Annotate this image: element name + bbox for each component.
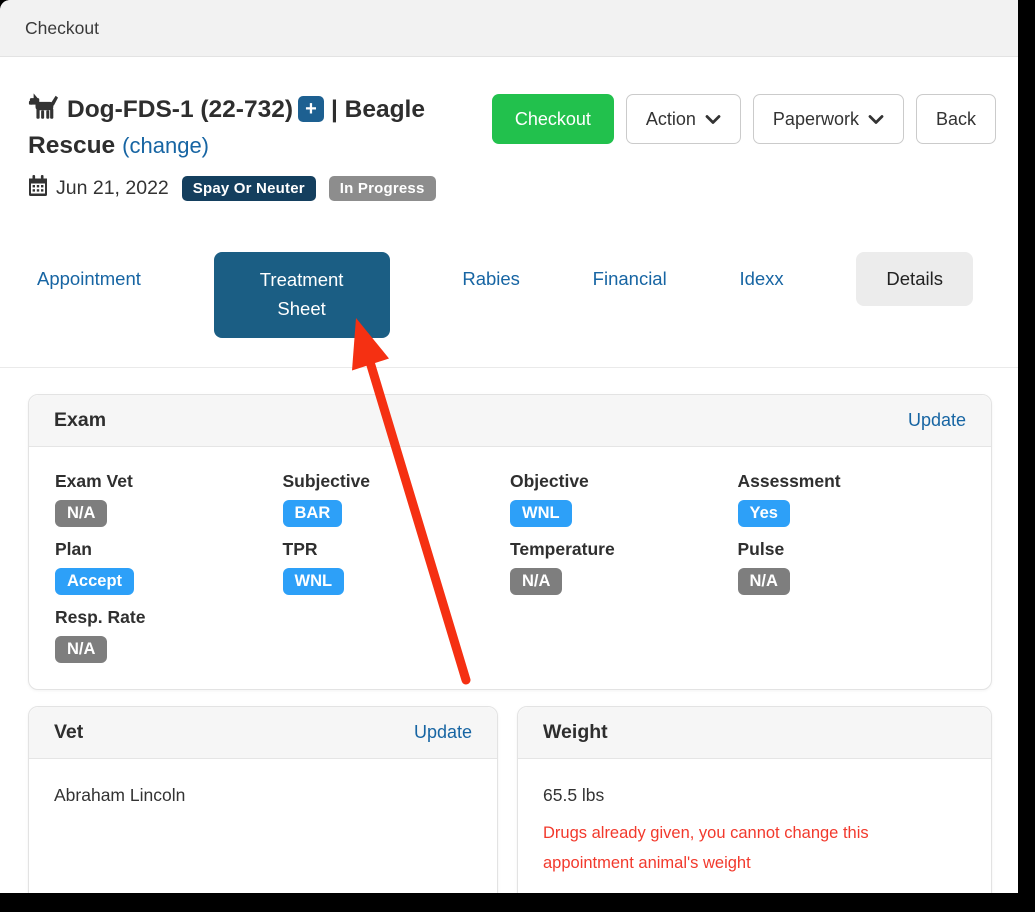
vet-name: Abraham Lincoln <box>54 784 186 805</box>
field-value-badge: Yes <box>737 499 790 527</box>
patient-title: Dog-FDS-1 (22-732) + | Beagle Rescue (chang… <box>28 93 492 162</box>
weight-card: Weight 65.5 lbs Drugs already given, you… <box>517 705 992 894</box>
weight-card-header: Weight <box>518 706 991 759</box>
dog-icon <box>28 93 58 126</box>
field-label: TPR <box>282 538 318 559</box>
exam-field: Objective WNL <box>510 471 738 527</box>
field-label: Pulse <box>737 538 785 559</box>
app-frame: Checkout Dog-FDS-1 (22-732) + | Beagle Res… <box>0 0 1018 893</box>
vet-card-body: Abraham Lincoln <box>29 759 497 832</box>
exam-field: Resp. Rate N/A <box>55 607 283 663</box>
vet-title: Vet <box>54 720 84 743</box>
exam-field: Subjective BAR <box>282 470 511 527</box>
exam-grid: Exam Vet N/A Subjective BAR Objective WNL Asse… <box>29 447 991 689</box>
group-name: | Beagle Rescue <box>28 96 425 159</box>
field-label: Subjective <box>282 470 371 491</box>
action-dropdown-label: Action <box>645 108 696 129</box>
field-label: Plan <box>55 538 92 559</box>
exam-title: Exam <box>54 408 107 431</box>
exam-field: Pulse N/A <box>737 538 966 595</box>
add-plus-button[interactable]: + <box>297 96 324 123</box>
exam-field: Exam Vet N/A <box>55 471 283 527</box>
patient-title-block: Dog-FDS-1 (22-732) + | Beagle Rescue (chang… <box>28 93 492 202</box>
field-label: Resp. Rate <box>55 606 146 627</box>
exam-field: Assessment Yes <box>737 470 966 527</box>
chevron-down-icon <box>705 109 721 130</box>
cards-row: Vet Update Abraham Lincoln Weight 65.5 l… <box>28 705 992 894</box>
section-divider <box>0 366 1018 368</box>
tab-financial[interactable]: Financial <box>592 268 667 290</box>
action-dropdown-button[interactable]: Action <box>625 94 741 144</box>
field-value-badge: N/A <box>510 567 563 595</box>
exam-field: Plan Accept <box>55 539 283 595</box>
field-value-badge: N/A <box>55 635 108 663</box>
paperwork-dropdown-label: Paperwork <box>772 108 859 129</box>
appointment-type-badge: Spay Or Neuter <box>181 176 316 202</box>
vet-update-link[interactable]: Update <box>413 721 472 742</box>
tab-treatment-sheet[interactable]: Treatment Sheet <box>213 252 390 338</box>
field-value-badge: BAR <box>282 499 343 527</box>
tab-appointment[interactable]: Appointment <box>37 268 141 290</box>
weight-title: Weight <box>543 720 608 743</box>
tab-rabies[interactable]: Rabies <box>462 268 520 290</box>
field-label: Assessment <box>737 470 841 491</box>
chevron-down-icon <box>868 109 884 130</box>
field-label: Temperature <box>510 538 615 559</box>
action-buttons: Checkout Action Paperwork Back <box>491 94 996 144</box>
vet-card-header: Vet Update <box>29 706 497 759</box>
exam-field: Temperature N/A <box>510 539 738 595</box>
tab-idexx[interactable]: Idexx <box>739 268 784 290</box>
change-link[interactable]: (change) <box>122 132 210 158</box>
exam-card: Exam Update Exam Vet N/A Subjective BAR Obje… <box>28 393 992 690</box>
patient-header: Dog-FDS-1 (22-732) + | Beagle Rescue (chang… <box>0 57 1018 202</box>
appointment-date: Jun 21, 2022 <box>56 177 169 200</box>
tabs: Appointment Treatment Sheet Rabies Financia… <box>37 252 973 338</box>
checkout-button[interactable]: Checkout <box>491 94 614 144</box>
patient-name: Dog-FDS-1 (22-732) <box>67 96 293 123</box>
weight-card-body: 65.5 lbs Drugs already given, you cannot… <box>518 759 991 894</box>
field-value-badge: N/A <box>737 567 790 595</box>
calendar-icon <box>28 175 48 202</box>
back-button[interactable]: Back <box>915 94 996 144</box>
field-value-badge: WNL <box>282 567 345 595</box>
field-value-badge: N/A <box>55 499 108 527</box>
topbar: Checkout <box>0 0 1018 57</box>
weight-value: 65.5 lbs <box>543 784 605 805</box>
field-value-badge: Accept <box>55 567 135 595</box>
status-badge: In Progress <box>328 176 436 202</box>
tab-details[interactable]: Details <box>856 252 973 307</box>
field-value-badge: WNL <box>510 499 572 527</box>
vet-card: Vet Update Abraham Lincoln <box>28 705 498 893</box>
exam-field: TPR WNL <box>282 538 511 595</box>
field-label: Objective <box>510 470 589 491</box>
exam-update-link[interactable]: Update <box>907 409 966 430</box>
weight-warning: Drugs already given, you cannot change t… <box>543 823 869 873</box>
topbar-title: Checkout <box>25 17 99 38</box>
field-label: Exam Vet <box>55 470 133 491</box>
exam-card-header: Exam Update <box>29 394 991 447</box>
date-row: Jun 21, 2022 Spay Or Neuter In Progress <box>28 175 492 202</box>
paperwork-dropdown-button[interactable]: Paperwork <box>752 94 904 144</box>
